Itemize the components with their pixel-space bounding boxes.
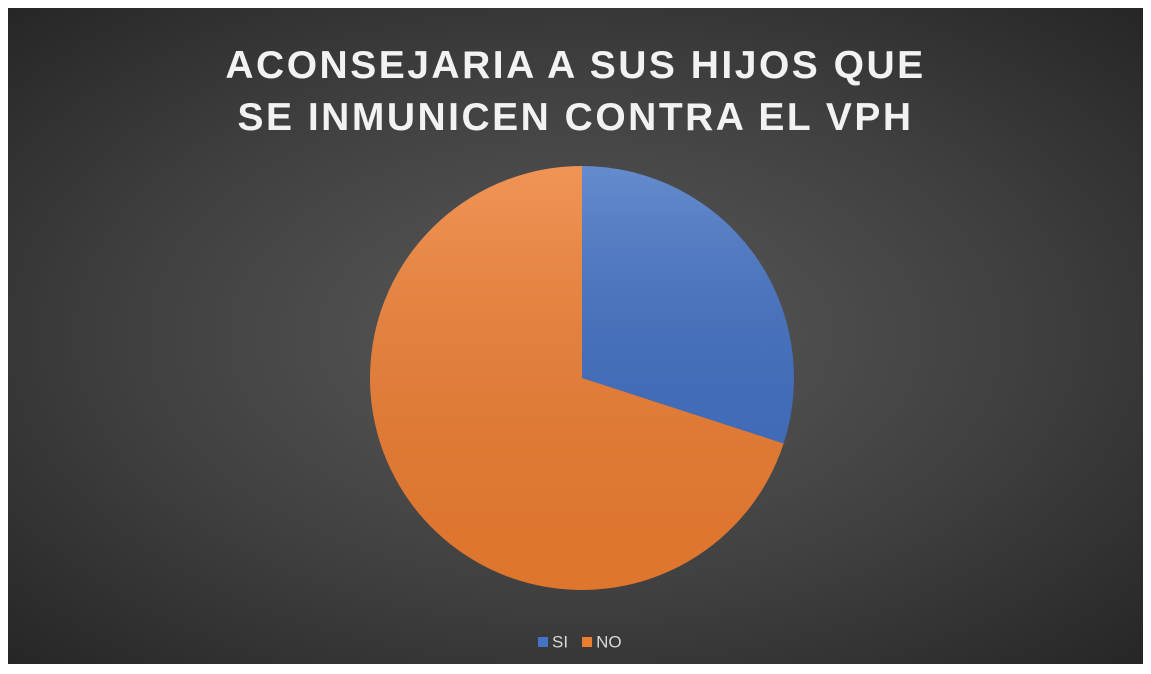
chart-area: ACONSEJARIA A SUS HIJOS QUE SE INMUNICEN… — [8, 8, 1143, 664]
chart: SI NO — [370, 166, 794, 651]
legend-swatch — [582, 637, 593, 647]
chart-title: ACONSEJARIA A SUS HIJOS QUE SE INMUNICEN… — [225, 44, 926, 139]
legend-label: SI — [552, 632, 568, 651]
legend-label: NO — [596, 632, 622, 651]
legend-swatch — [538, 637, 548, 647]
title-box: ACONSEJARIA A SUS HIJOS QUE SE INMUNICEN… — [8, 40, 1143, 144]
